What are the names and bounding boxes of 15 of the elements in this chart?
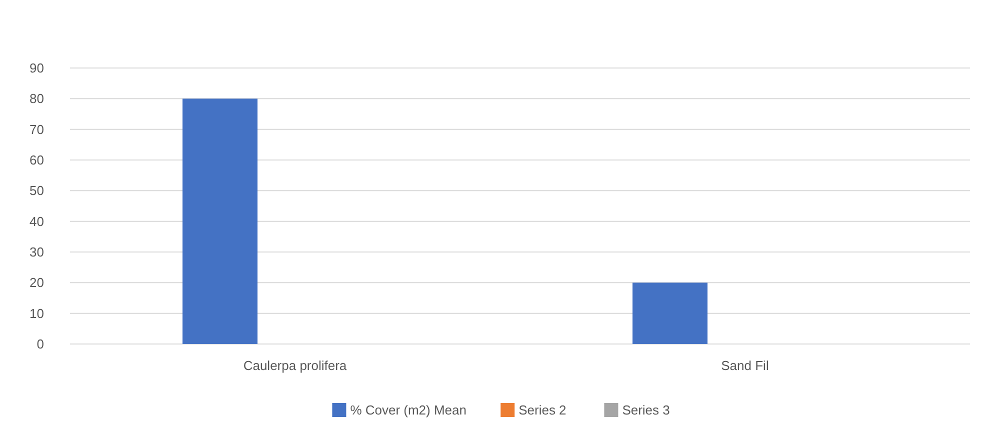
y-tick-label: 50 bbox=[30, 183, 44, 198]
y-tick-label: 60 bbox=[30, 152, 44, 168]
y-tick-label: 80 bbox=[30, 91, 44, 106]
y-tick-label: 0 bbox=[36, 336, 44, 352]
legend-label: Series 3 bbox=[622, 402, 670, 418]
y-tick-label: 20 bbox=[30, 275, 44, 290]
y-tick-label: 70 bbox=[30, 122, 44, 137]
legend-label: Series 2 bbox=[518, 402, 566, 418]
legend-label: % Cover (m2) Mean bbox=[350, 402, 467, 418]
y-tick-label: 90 bbox=[30, 60, 44, 76]
y-tick-label: 10 bbox=[30, 306, 44, 321]
y-tick-label: 40 bbox=[30, 214, 44, 229]
x-tick-label: Sand Fil bbox=[721, 358, 769, 373]
y-tick-label: 30 bbox=[30, 244, 44, 260]
x-tick-label: Caulerpa prolifera bbox=[243, 358, 348, 373]
